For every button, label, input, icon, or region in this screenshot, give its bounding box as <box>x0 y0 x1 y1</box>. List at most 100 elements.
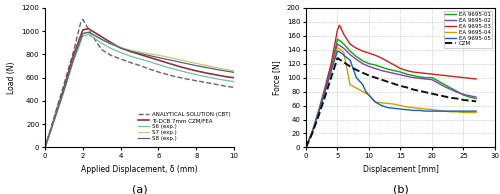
ANALYTICAL SOLUTION (CBT) <box>231 86 237 89</box>
S6 (exp.) <box>194 74 200 76</box>
EA 9695-03 <box>454 76 460 78</box>
EA 9695-05 <box>322 90 328 93</box>
EA 9695-04 <box>372 101 378 103</box>
CZM <box>460 99 466 101</box>
S6 (exp.) <box>86 33 91 36</box>
EA 9695-05 <box>303 146 309 149</box>
CZM <box>340 61 346 63</box>
S7 (exp.) <box>194 62 200 65</box>
EA 9695-02 <box>309 131 315 133</box>
EA 9695-04 <box>385 102 391 105</box>
Line: EA 9695-01: EA 9695-01 <box>306 39 476 147</box>
S8 (exp.) <box>184 62 190 65</box>
Ti-DCB 7mm CZM/FEA <box>42 146 48 149</box>
Ti-DCB 7mm CZM/FEA <box>136 53 142 55</box>
S7 (exp.) <box>61 90 67 92</box>
EA 9695-03 <box>448 75 454 77</box>
CZM <box>448 97 454 99</box>
S7 (exp.) <box>156 54 162 56</box>
S7 (exp.) <box>118 46 124 49</box>
EA 9695-05 <box>328 69 334 72</box>
Y-axis label: Force [N]: Force [N] <box>272 60 281 95</box>
EA 9695-04 <box>369 97 375 100</box>
EA 9695-02 <box>442 86 448 88</box>
EA 9695-04 <box>448 111 454 113</box>
EA 9695-02 <box>385 71 391 73</box>
EA 9695-04 <box>354 87 360 89</box>
S6 (exp.) <box>118 51 124 54</box>
EA 9695-02 <box>366 65 372 68</box>
EA 9695-01 <box>467 96 473 98</box>
CZM <box>429 93 435 95</box>
EA 9695-01 <box>429 76 435 79</box>
S6 (exp.) <box>52 118 58 121</box>
EA 9695-03 <box>328 62 334 65</box>
S7 (exp.) <box>70 58 76 61</box>
ANALYTICAL SOLUTION (CBT) <box>78 21 84 23</box>
EA 9695-03 <box>354 47 360 49</box>
EA 9695-04 <box>347 83 353 86</box>
ANALYTICAL SOLUTION (CBT) <box>202 81 208 84</box>
CZM <box>378 79 384 81</box>
Ti-DCB 7mm CZM/FEA <box>184 67 190 70</box>
EA 9695-05 <box>442 110 448 112</box>
ANALYTICAL SOLUTION (CBT) <box>118 58 124 60</box>
Line: CZM: CZM <box>306 58 476 147</box>
S8 (exp.) <box>174 60 180 63</box>
EA 9695-02 <box>347 53 353 56</box>
EA 9695-05 <box>366 94 372 96</box>
CZM <box>303 146 309 149</box>
S7 (exp.) <box>108 43 114 45</box>
EA 9695-03 <box>436 74 442 76</box>
CZM <box>385 81 391 83</box>
S6 (exp.) <box>156 63 162 66</box>
EA 9695-05 <box>398 108 404 110</box>
Line: S7 (exp.): S7 (exp.) <box>45 33 234 147</box>
EA 9695-02 <box>338 45 344 47</box>
S8 (exp.) <box>98 38 104 41</box>
EA 9695-03 <box>385 60 391 63</box>
EA 9695-01 <box>454 90 460 93</box>
EA 9695-02 <box>328 68 334 70</box>
Line: ANALYTICAL SOLUTION (CBT): ANALYTICAL SOLUTION (CBT) <box>45 19 234 147</box>
S7 (exp.) <box>146 53 152 55</box>
Line: S6 (exp.): S6 (exp.) <box>45 35 234 147</box>
EA 9695-04 <box>328 69 334 72</box>
EA 9695-01 <box>366 62 372 65</box>
EA 9695-03 <box>416 72 422 74</box>
CZM <box>473 100 479 102</box>
EA 9695-04 <box>422 108 428 110</box>
S7 (exp.) <box>86 32 91 34</box>
EA 9695-05 <box>422 110 428 112</box>
EA 9695-04 <box>467 111 473 114</box>
ANALYTICAL SOLUTION (CBT) <box>136 64 142 67</box>
EA 9695-04 <box>429 109 435 111</box>
EA 9695-03 <box>347 43 353 45</box>
EA 9695-05 <box>429 110 435 112</box>
Ti-DCB 7mm CZM/FEA <box>86 28 91 30</box>
Ti-DCB 7mm CZM/FEA <box>61 87 67 89</box>
EA 9695-02 <box>340 47 346 49</box>
EA 9695-04 <box>334 46 340 49</box>
EA 9695-03 <box>378 57 384 59</box>
EA 9695-04 <box>378 102 384 104</box>
Ti-DCB 7mm CZM/FEA <box>98 36 104 38</box>
S7 (exp.) <box>42 146 48 149</box>
S6 (exp.) <box>108 47 114 50</box>
S6 (exp.) <box>98 42 104 44</box>
Line: EA 9695-05: EA 9695-05 <box>306 51 476 147</box>
EA 9695-03 <box>429 73 435 75</box>
EA 9695-01 <box>303 146 309 149</box>
ANALYTICAL SOLUTION (CBT) <box>98 48 104 51</box>
EA 9695-04 <box>416 107 422 109</box>
S8 (exp.) <box>202 66 208 68</box>
S7 (exp.) <box>184 60 190 62</box>
S8 (exp.) <box>86 31 91 33</box>
S8 (exp.) <box>108 43 114 45</box>
S6 (exp.) <box>222 79 228 81</box>
EA 9695-01 <box>378 66 384 68</box>
EA 9695-05 <box>360 83 366 86</box>
CZM <box>360 72 366 74</box>
EA 9695-02 <box>334 43 340 45</box>
EA 9695-04 <box>366 94 372 96</box>
